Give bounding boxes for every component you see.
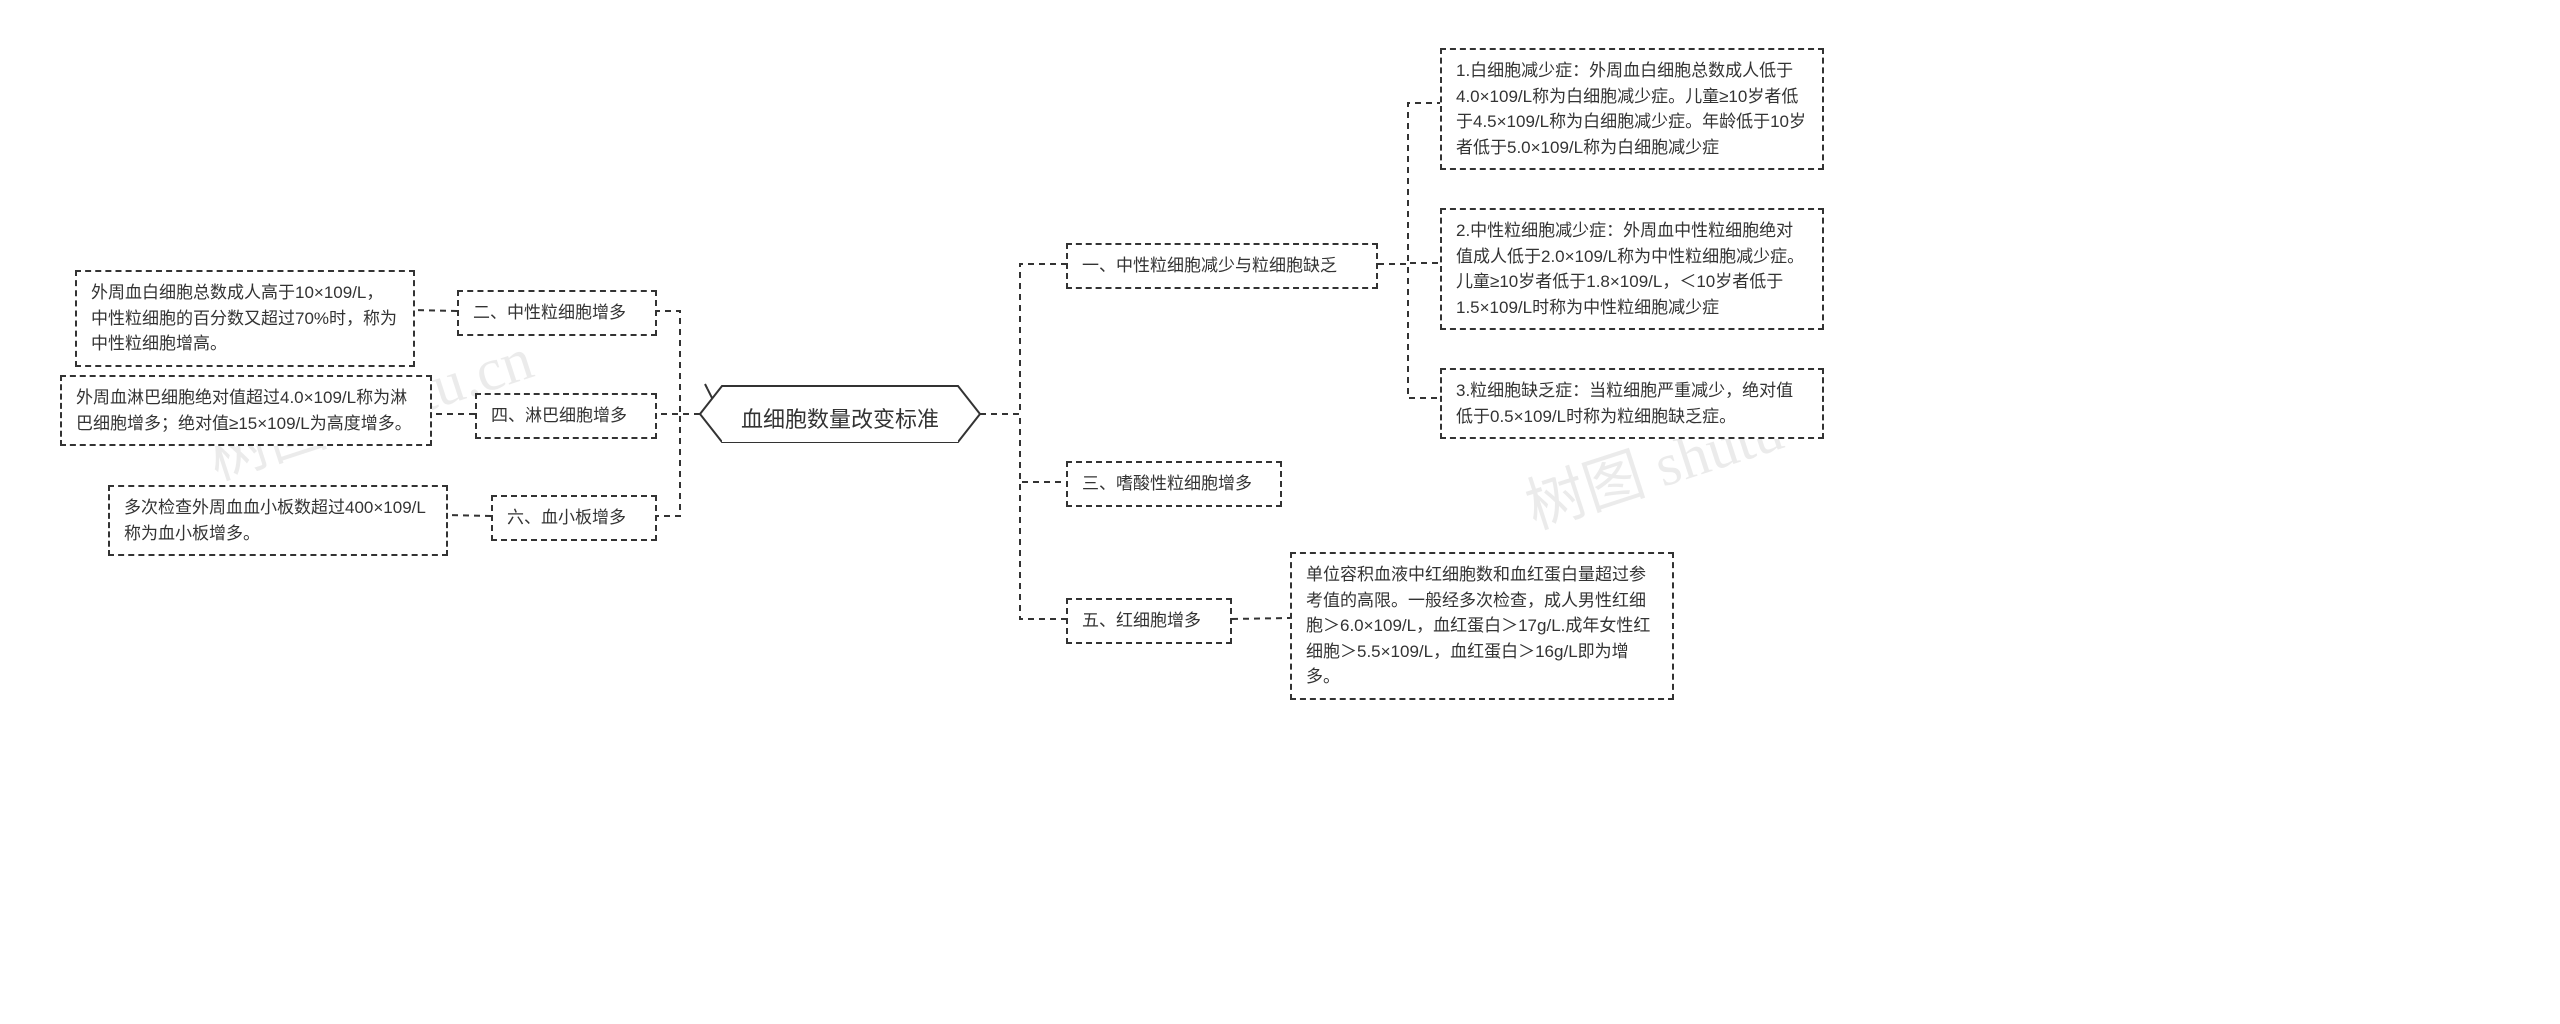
center-label: 血细胞数量改变标准 bbox=[741, 407, 939, 432]
branch-4-detail-text: 外周血淋巴细胞绝对值超过4.0×109/L称为淋巴细胞增多；绝对值≥15×109… bbox=[76, 388, 412, 433]
branch-2-detail: 外周血白细胞总数成人高于10×109/L，中性粒细胞的百分数又超过70%时，称为… bbox=[75, 270, 415, 367]
branch-2-detail-text: 外周血白细胞总数成人高于10×109/L，中性粒细胞的百分数又超过70%时，称为… bbox=[91, 283, 397, 353]
branch-6-detail-text: 多次检查外周血血小板数超过400×109/L称为血小板增多。 bbox=[124, 498, 426, 543]
branch-6-detail: 多次检查外周血血小板数超过400×109/L称为血小板增多。 bbox=[108, 485, 448, 556]
branch-3-label: 三、嗜酸性粒细胞增多 bbox=[1082, 474, 1252, 493]
branch-2: 二、中性粒细胞增多 bbox=[457, 290, 657, 336]
branch-3: 三、嗜酸性粒细胞增多 bbox=[1066, 461, 1282, 507]
branch-6-label: 六、血小板增多 bbox=[507, 508, 626, 527]
branch-5-detail: 单位容积血液中红细胞数和血红蛋白量超过参考值的高限。一般经多次检查，成人男性红细… bbox=[1290, 552, 1674, 700]
branch-1-detail-1-text: 1.白细胞减少症：外周血白细胞总数成人低于4.0×109/L称为白细胞减少症。儿… bbox=[1456, 61, 1806, 157]
branch-5: 五、红细胞增多 bbox=[1066, 598, 1232, 644]
center-node: 血细胞数量改变标准 bbox=[722, 394, 958, 442]
branch-1-detail-1: 1.白细胞减少症：外周血白细胞总数成人低于4.0×109/L称为白细胞减少症。儿… bbox=[1440, 48, 1824, 170]
branch-4-detail: 外周血淋巴细胞绝对值超过4.0×109/L称为淋巴细胞增多；绝对值≥15×109… bbox=[60, 375, 432, 446]
branch-6: 六、血小板增多 bbox=[491, 495, 657, 541]
branch-1: 一、中性粒细胞减少与粒细胞缺乏 bbox=[1066, 243, 1378, 289]
branch-1-detail-2-text: 2.中性粒细胞减少症：外周血中性粒细胞绝对值成人低于2.0×109/L称为中性粒… bbox=[1456, 221, 1804, 317]
branch-1-detail-2: 2.中性粒细胞减少症：外周血中性粒细胞绝对值成人低于2.0×109/L称为中性粒… bbox=[1440, 208, 1824, 330]
branch-4: 四、淋巴细胞增多 bbox=[475, 393, 657, 439]
branch-4-label: 四、淋巴细胞增多 bbox=[491, 406, 627, 425]
branch-1-label: 一、中性粒细胞减少与粒细胞缺乏 bbox=[1082, 256, 1337, 275]
branch-2-label: 二、中性粒细胞增多 bbox=[473, 303, 626, 322]
branch-1-detail-3-text: 3.粒细胞缺乏症：当粒细胞严重减少，绝对值低于0.5×109/L时称为粒细胞缺乏… bbox=[1456, 381, 1793, 426]
branch-5-label: 五、红细胞增多 bbox=[1082, 611, 1201, 630]
branch-5-detail-text: 单位容积血液中红细胞数和血红蛋白量超过参考值的高限。一般经多次检查，成人男性红细… bbox=[1306, 565, 1650, 686]
branch-1-detail-3: 3.粒细胞缺乏症：当粒细胞严重减少，绝对值低于0.5×109/L时称为粒细胞缺乏… bbox=[1440, 368, 1824, 439]
